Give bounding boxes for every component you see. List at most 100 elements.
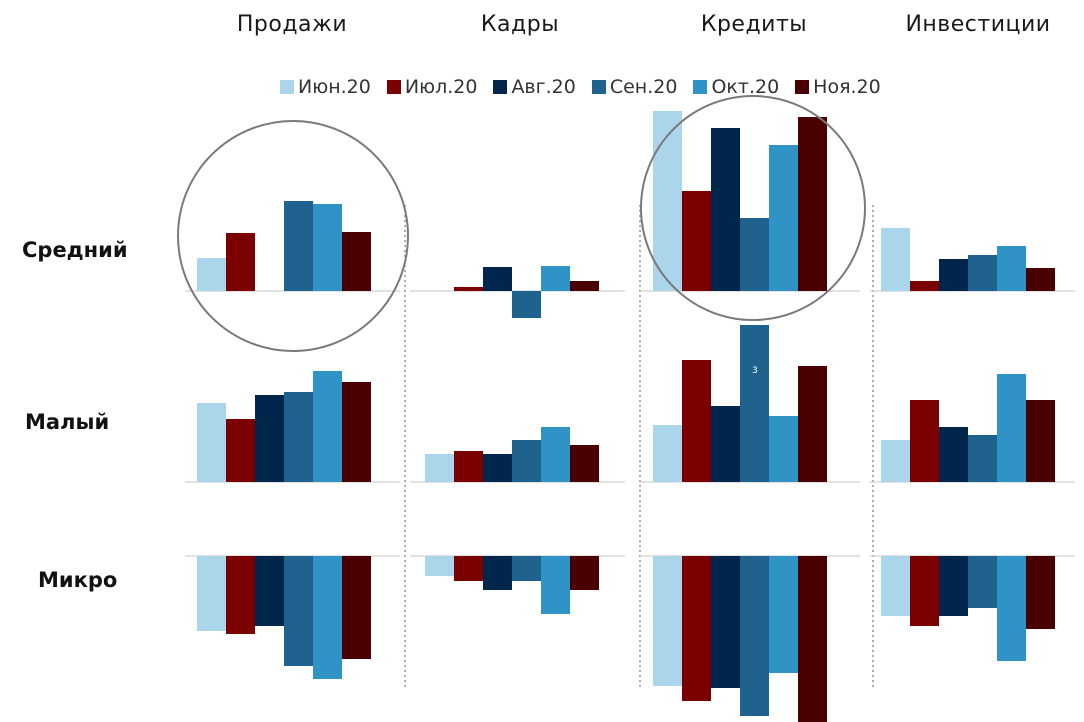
bar-Микро-Кадры-Июн.20 xyxy=(425,556,454,576)
bar-Средний-Кадры-Сен.20 xyxy=(512,291,541,318)
bar-Малый-Инвестиции-Июл.20 xyxy=(910,400,939,482)
bar-Малый-Инвестиции-Сен.20 xyxy=(968,435,997,482)
bar-Микро-Кадры-Июл.20 xyxy=(454,556,483,581)
bar-Малый-Кадры-Ноя.20 xyxy=(570,445,599,482)
bar-Средний-Кадры-Июл.20 xyxy=(454,287,483,291)
highlight-circles xyxy=(177,95,866,352)
bar-Микро-Кредиты-Июн.20 xyxy=(653,556,682,686)
bar-Микро-Инвестиции-Июн.20 xyxy=(881,556,910,616)
bar-Малый-Продажи-Окт.20 xyxy=(313,371,342,482)
bar-Средний-Инвестиции-Сен.20 xyxy=(968,255,997,291)
bar-Малый-Продажи-Ноя.20 xyxy=(342,382,371,482)
bar-Средний-Инвестиции-Ноя.20 xyxy=(1026,268,1055,291)
legend-item: Окт.20 xyxy=(693,76,779,98)
legend-swatch xyxy=(795,80,810,94)
bar-Средний-Продажи-Окт.20 xyxy=(313,204,342,291)
legend-swatch xyxy=(280,80,294,94)
bar-Малый-Кредиты-Июн.20 xyxy=(653,425,682,482)
column-title-investments: Инвестиции xyxy=(905,12,1051,37)
bar-Микро-Продажи-Авг.20 xyxy=(255,556,284,626)
bar-Малый-Кредиты-Окт.20 xyxy=(769,416,798,482)
bar-Микро-Кадры-Окт.20 xyxy=(541,556,570,614)
bar-Средний-Продажи-Ноя.20 xyxy=(342,232,371,291)
legend-label: Ноя.20 xyxy=(813,76,881,98)
legend-label: Авг.20 xyxy=(511,76,576,98)
bar-Средний-Инвестиции-Окт.20 xyxy=(997,246,1026,291)
legend-label: Окт.20 xyxy=(711,76,780,98)
legend-swatch xyxy=(693,80,708,94)
row-label-medium: Средний xyxy=(22,238,128,262)
legend-item: Ноя.20 xyxy=(795,76,881,98)
bar-Микро-Кадры-Ноя.20 xyxy=(570,556,599,590)
bar-Микро-Кадры-Сен.20 xyxy=(512,556,541,581)
bar-Средний-Кредиты-Июн.20 xyxy=(653,111,682,291)
bar-Средний-Кредиты-Июл.20 xyxy=(682,191,711,291)
bar-Малый-Продажи-Авг.20 xyxy=(255,395,284,482)
bar-Малый-Инвестиции-Июн.20 xyxy=(881,440,910,482)
bar-Малый-Продажи-Июн.20 xyxy=(197,403,226,482)
legend-label: Июн.20 xyxy=(298,76,371,98)
bar-Микро-Кредиты-Окт.20 xyxy=(769,556,798,673)
bar-Малый-Кадры-Окт.20 xyxy=(541,427,570,482)
bar-Средний-Кредиты-Сен.20 xyxy=(740,218,769,291)
panel-separators xyxy=(404,205,874,690)
bar-Малый-Продажи-Сен.20 xyxy=(284,392,313,482)
bar-Микро-Инвестиции-Авг.20 xyxy=(939,556,968,616)
bar-Микро-Кредиты-Авг.20 xyxy=(711,556,740,688)
legend-item: Июн.20 xyxy=(280,76,371,98)
bar-Средний-Инвестиции-Июл.20 xyxy=(910,281,939,291)
column-title-sales: Продажи xyxy=(236,12,348,37)
bar-Микро-Продажи-Ноя.20 xyxy=(342,556,371,659)
bar-Микро-Инвестиции-Ноя.20 xyxy=(1026,556,1055,629)
bar-Микро-Продажи-Сен.20 xyxy=(284,556,313,666)
legend-swatch xyxy=(386,80,401,94)
column-title-credits: Кредиты xyxy=(700,12,808,37)
bar-Малый-Кадры-Июл.20 xyxy=(454,451,483,482)
bar-annotation-label: 3 xyxy=(752,366,758,376)
legend-label: Сен.20 xyxy=(609,76,678,98)
bar-Микро-Инвестиции-Сен.20 xyxy=(968,556,997,608)
bar-Средний-Инвестиции-Авг.20 xyxy=(939,259,968,291)
bar-Малый-Кредиты-Июл.20 xyxy=(682,360,711,482)
legend-swatch xyxy=(591,80,606,94)
bar-Средний-Кредиты-Авг.20 xyxy=(711,128,740,291)
bar-Средний-Продажи-Июл.20 xyxy=(226,233,255,291)
legend-item: Сен.20 xyxy=(591,76,678,98)
bar-Малый-Инвестиции-Ноя.20 xyxy=(1026,400,1055,482)
row-label-micro: Микро xyxy=(38,568,118,592)
bar-Малый-Кредиты-Авг.20 xyxy=(711,406,740,482)
legend-swatch xyxy=(493,80,508,94)
bar-Средний-Продажи-Сен.20 xyxy=(284,201,313,291)
column-title-staff: Кадры xyxy=(480,12,560,37)
bar-Микро-Инвестиции-Окт.20 xyxy=(997,556,1026,661)
bars-layer xyxy=(197,111,1055,722)
highlight-circle-credits xyxy=(640,95,866,321)
bar-Средний-Продажи-Июн.20 xyxy=(197,258,226,291)
bar-Малый-Кадры-Июн.20 xyxy=(425,454,454,482)
bar-Микро-Кредиты-Ноя.20 xyxy=(798,556,827,722)
bar-Средний-Кадры-Ноя.20 xyxy=(570,281,599,291)
bar-Малый-Инвестиции-Окт.20 xyxy=(997,374,1026,482)
legend: Июн.20 Июл.20 Авг.20 Сен.20 Окт.20 Ноя.2… xyxy=(280,76,887,98)
bar-Средний-Инвестиции-Июн.20 xyxy=(881,228,910,291)
bar-Микро-Продажи-Окт.20 xyxy=(313,556,342,679)
legend-item: Июл.20 xyxy=(386,76,477,98)
bar-Малый-Инвестиции-Авг.20 xyxy=(939,427,968,482)
highlight-circle-sales xyxy=(177,120,409,352)
bar-Микро-Кадры-Авг.20 xyxy=(483,556,512,590)
bar-Микро-Инвестиции-Июл.20 xyxy=(910,556,939,626)
bar-Малый-Кадры-Сен.20 xyxy=(512,440,541,482)
bar-Средний-Кредиты-Окт.20 xyxy=(769,145,798,291)
bar-Микро-Кредиты-Июл.20 xyxy=(682,556,711,701)
bar-Средний-Кредиты-Ноя.20 xyxy=(798,117,827,291)
bar-Микро-Продажи-Июн.20 xyxy=(197,556,226,631)
bar-Средний-Кадры-Авг.20 xyxy=(483,267,512,291)
annotations: 3 xyxy=(752,366,758,376)
bar-Микро-Продажи-Июл.20 xyxy=(226,556,255,634)
bar-Микро-Кредиты-Сен.20 xyxy=(740,556,769,716)
row-label-small: Малый xyxy=(25,410,110,434)
bar-Малый-Кредиты-Ноя.20 xyxy=(798,366,827,482)
bar-Малый-Кредиты-Сен.20 xyxy=(740,325,769,482)
bar-Малый-Кадры-Авг.20 xyxy=(483,454,512,482)
